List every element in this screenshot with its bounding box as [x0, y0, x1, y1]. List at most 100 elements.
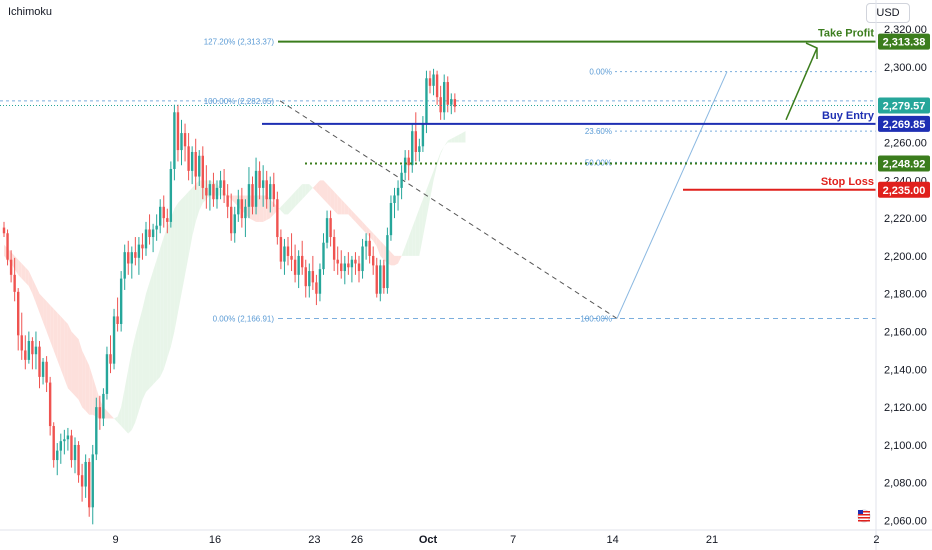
candle-body — [425, 78, 428, 124]
candle-body — [283, 246, 286, 262]
fib2-level-label: 23.60% — [585, 127, 612, 136]
candle-body — [95, 407, 98, 455]
candle — [301, 240, 304, 275]
cloud-segment — [401, 246, 406, 256]
cloud-segment — [39, 293, 44, 323]
price-tag: 2,248.92 — [878, 155, 930, 172]
candle — [269, 176, 272, 213]
candle — [276, 191, 279, 245]
candle-body — [247, 184, 251, 207]
candle — [127, 240, 130, 275]
candle — [52, 422, 55, 468]
candle — [403, 150, 407, 181]
candle — [73, 437, 77, 474]
cloud-segment — [430, 170, 434, 200]
candle — [31, 337, 34, 370]
candle — [361, 238, 364, 279]
candle — [386, 227, 389, 294]
cloud-segment — [305, 184, 310, 196]
candle-body — [286, 246, 290, 256]
candle — [368, 233, 371, 264]
candle-body — [368, 240, 371, 256]
candle-body — [45, 361, 48, 383]
candle — [272, 172, 275, 207]
cloud-segment — [312, 184, 317, 192]
candle-body — [159, 206, 162, 226]
candle — [134, 237, 137, 266]
cloud-segment — [444, 140, 448, 147]
candle — [148, 214, 151, 245]
candle — [88, 458, 91, 517]
candle — [151, 223, 155, 253]
candle — [450, 93, 453, 115]
level-name: Buy Entry — [822, 110, 875, 122]
candle — [166, 208, 169, 234]
candle-body — [414, 131, 417, 152]
candle — [84, 454, 87, 498]
cloud-segment — [50, 305, 54, 351]
cloud-segment — [57, 312, 61, 370]
candle — [297, 250, 300, 289]
cloud-segment — [447, 138, 452, 143]
candle — [130, 246, 133, 279]
cloud-segment — [426, 180, 430, 219]
candle-body — [141, 244, 144, 249]
candle-body — [134, 252, 137, 258]
price-tick-label: 2,220.00 — [884, 213, 927, 225]
candle-body — [311, 271, 315, 283]
price-tick-label: 2,060.00 — [884, 516, 927, 528]
cloud-segment — [128, 350, 132, 434]
candle-body — [162, 206, 165, 219]
price-tick-label: 2,080.00 — [884, 478, 927, 490]
candle-body — [183, 133, 187, 147]
candle-body — [155, 225, 158, 230]
time-tick-label: 21 — [706, 534, 718, 546]
candle-body — [56, 450, 59, 461]
cloud-segment — [298, 184, 303, 204]
candle-body — [325, 218, 329, 243]
fib2-level-label: 0.00% — [589, 68, 612, 77]
candle-body — [382, 265, 386, 289]
candle-body — [233, 214, 236, 234]
candle — [396, 180, 400, 211]
cloud-segment — [43, 297, 47, 332]
price-tag-bg — [878, 155, 930, 172]
currency-button[interactable]: USD — [866, 3, 910, 23]
candle — [435, 70, 439, 105]
cloud-segment — [355, 214, 359, 226]
candle — [38, 340, 41, 389]
candle-body — [119, 278, 123, 324]
candle-body — [386, 235, 389, 289]
candle — [322, 233, 325, 275]
cloud-segment — [390, 252, 395, 266]
cloud-segment — [177, 199, 182, 313]
candle-body — [336, 259, 339, 264]
price-tag-label: 2,269.85 — [883, 119, 926, 131]
cloud-segment — [46, 301, 51, 341]
candle-body — [48, 382, 52, 427]
candle — [215, 180, 219, 209]
price-tick-label: 2,200.00 — [884, 251, 927, 263]
candle-body — [432, 74, 435, 86]
candle — [13, 257, 16, 302]
candle-body — [254, 170, 258, 207]
cloud-segment — [114, 416, 118, 423]
candle-body — [6, 233, 9, 260]
cloud-segment — [174, 203, 178, 332]
candle-body — [301, 255, 304, 268]
candle-body — [70, 435, 73, 461]
cloud-segment — [408, 227, 413, 256]
candle-body — [130, 252, 133, 264]
candle — [34, 331, 38, 370]
cloud-segment — [412, 218, 416, 256]
candle — [27, 331, 31, 364]
candle-body — [73, 444, 77, 461]
cloud-segment — [135, 322, 139, 423]
candle — [17, 288, 20, 351]
candle — [198, 150, 201, 186]
cloud-segment — [405, 237, 409, 256]
cloud-segment — [181, 195, 186, 294]
cloud-segment — [149, 271, 154, 389]
candle — [382, 259, 386, 294]
